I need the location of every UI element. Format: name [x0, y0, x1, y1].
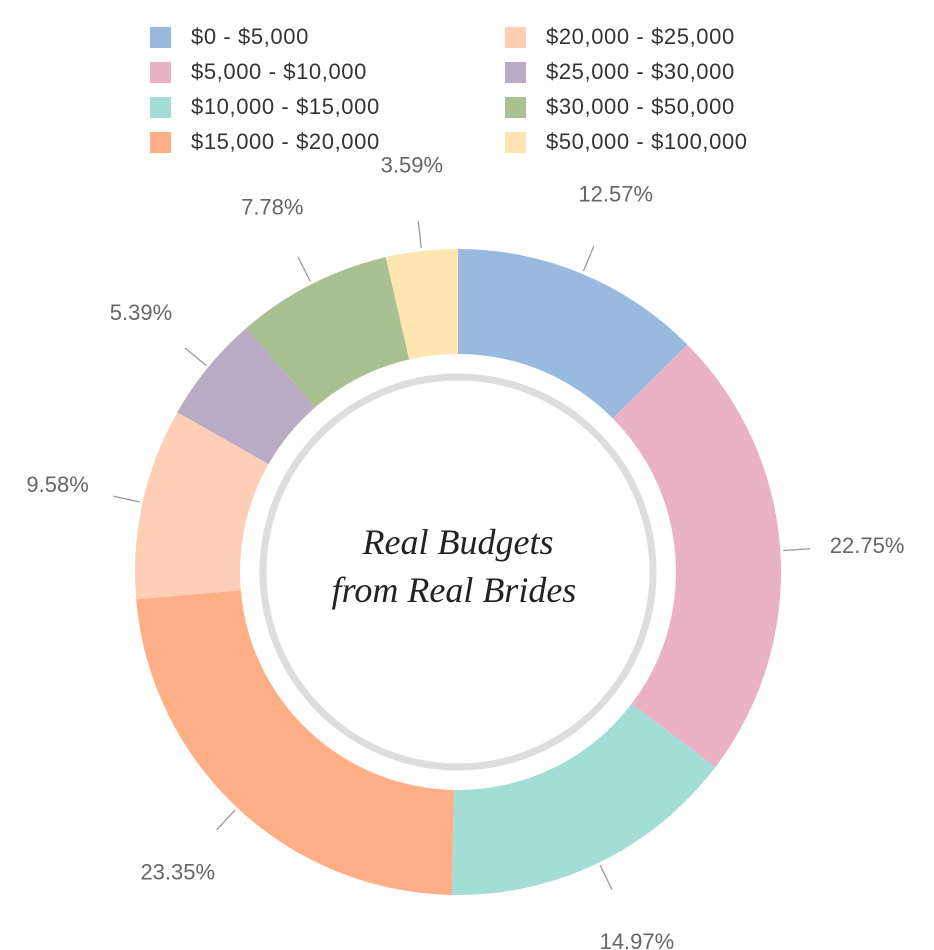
percentage-label: 23.35%	[140, 859, 215, 884]
legend: $0 - $5,000 $5,000 - $10,000 $10,000 - $15…	[150, 22, 830, 162]
leader-line	[297, 256, 311, 282]
donut-slice	[612, 344, 782, 768]
legend-item: $10,000 - $15,000	[150, 92, 380, 122]
leader-lines	[113, 221, 811, 890]
center-title-line-2: from Real Brides	[332, 570, 577, 610]
donut-slice	[458, 249, 688, 419]
percentage-labels: 12.57% 22.75% 14.97% 23.35% 9.58% 5.39% 7.78% 3…	[26, 153, 904, 950]
legend-label: $20,000 - $25,000	[546, 24, 735, 49]
legend-label: $30,000 - $50,000	[546, 94, 735, 119]
inner-ring	[259, 373, 657, 771]
legend-item: $50,000 - $100,000	[505, 127, 748, 157]
legend-swatch	[505, 26, 526, 48]
legend-label: $5,000 - $10,000	[191, 59, 367, 84]
legend-swatch	[150, 61, 171, 83]
leader-line	[599, 865, 613, 890]
legend-item: $5,000 - $10,000	[150, 57, 367, 87]
donut-slice	[385, 249, 458, 360]
legend-swatch	[505, 61, 526, 83]
percentage-label: 9.58%	[26, 472, 88, 497]
legend-swatch	[150, 131, 171, 153]
leader-line	[417, 221, 422, 249]
leader-line	[582, 245, 595, 272]
donut-slice	[451, 703, 716, 895]
legend-swatch	[150, 96, 171, 118]
legend-item: $25,000 - $30,000	[505, 57, 735, 87]
donut-slices	[135, 249, 782, 895]
leader-line	[184, 347, 207, 366]
legend-swatch	[150, 26, 171, 48]
leader-line	[783, 548, 811, 552]
leader-line	[216, 809, 236, 831]
legend-item: $0 - $5,000	[150, 22, 309, 52]
legend-item: $15,000 - $20,000	[150, 127, 380, 157]
percentage-label: 12.57%	[578, 182, 653, 207]
leader-line	[113, 495, 140, 503]
percentage-label: 3.59%	[381, 153, 443, 178]
legend-label: $15,000 - $20,000	[191, 129, 380, 154]
donut-slice	[135, 412, 269, 600]
percentage-label: 7.78%	[241, 194, 303, 219]
donut-slice	[177, 328, 316, 465]
legend-label: $0 - $5,000	[191, 24, 309, 49]
legend-item: $20,000 - $25,000	[505, 22, 735, 52]
percentage-label: 14.97%	[600, 929, 675, 950]
legend-label: $10,000 - $15,000	[191, 94, 380, 119]
legend-swatch	[505, 96, 526, 118]
legend-label: $25,000 - $30,000	[546, 59, 735, 84]
percentage-label: 22.75%	[830, 533, 905, 558]
legend-item: $30,000 - $50,000	[505, 92, 735, 122]
donut-slice	[136, 590, 454, 895]
donut-slice	[246, 257, 410, 408]
legend-label: $50,000 - $100,000	[546, 129, 748, 154]
center-title-line-1: Real Budgets	[362, 522, 554, 562]
legend-swatch	[505, 131, 526, 153]
percentage-label: 5.39%	[110, 300, 172, 325]
